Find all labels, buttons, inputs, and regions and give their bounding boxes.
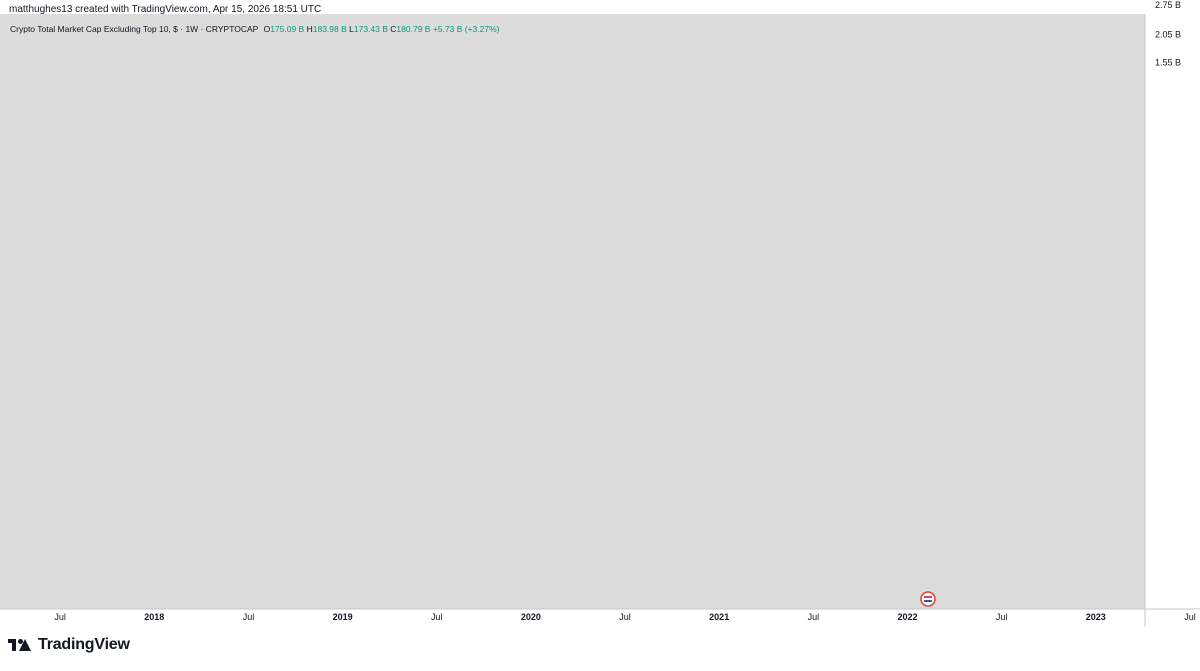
ohlc-low-label: L — [349, 24, 354, 34]
price-tick-label: 1.55 B — [1155, 57, 1181, 67]
ohlc-open-label: O — [263, 24, 271, 34]
price-tick-label: 2.05 B — [1155, 29, 1181, 39]
ohlc-close: 180.79 B — [396, 24, 431, 34]
time-tick-label: Jul — [1184, 612, 1196, 622]
symbol-title: Crypto Total Market Cap Excluding Top 10… — [10, 24, 259, 34]
ohlc-open: 175.09 B — [270, 24, 305, 34]
ohlc-high: 183.98 B — [312, 24, 347, 34]
time-tick-label: 2018 — [144, 612, 164, 622]
time-tick-label: Jul — [431, 612, 443, 622]
chart-credit: matthughes13 created with TradingView.co… — [9, 4, 322, 15]
ohlc-change: +5.73 B (+3.27%) — [432, 24, 500, 34]
time-tick-label: Jul — [243, 612, 255, 622]
ohlc-low: 173.43 B — [353, 24, 388, 34]
time-tick-label: 2023 — [1086, 612, 1106, 622]
time-tick-label: Jul — [808, 612, 820, 622]
tradingview-logo[interactable]: TradingView — [8, 636, 130, 654]
ohlc-high-label: H — [306, 24, 313, 34]
time-tick-label: 2020 — [521, 612, 541, 622]
price-axis[interactable]: 5.6 T4.2 T3 T2.2 T1.6 T1.2 T880 B640 B46… — [1155, 0, 1181, 67]
ohlc-close-label: C — [390, 24, 397, 34]
flag-icon[interactable] — [920, 591, 936, 607]
brand-name: TradingView — [38, 636, 130, 653]
time-tick-label: Jul — [54, 612, 66, 622]
tradingview-mark-icon — [8, 637, 32, 653]
time-tick-label: Jul — [996, 612, 1008, 622]
time-scale-background — [0, 609, 1200, 627]
plot-background — [0, 14, 1145, 609]
time-tick-label: 2019 — [333, 612, 353, 622]
time-tick-label: 2021 — [709, 612, 729, 622]
time-tick-label: Jul — [619, 612, 631, 622]
price-scale-background — [1145, 14, 1200, 609]
symbol-header: Crypto Total Market Cap Excluding Top 10… — [10, 24, 499, 34]
time-axis[interactable]: Jul2017Jul2018Jul2019Jul2020Jul2021Jul20… — [0, 612, 1200, 622]
time-tick-label: 2022 — [897, 612, 917, 622]
price-tick-label: 2.75 B — [1155, 0, 1181, 10]
